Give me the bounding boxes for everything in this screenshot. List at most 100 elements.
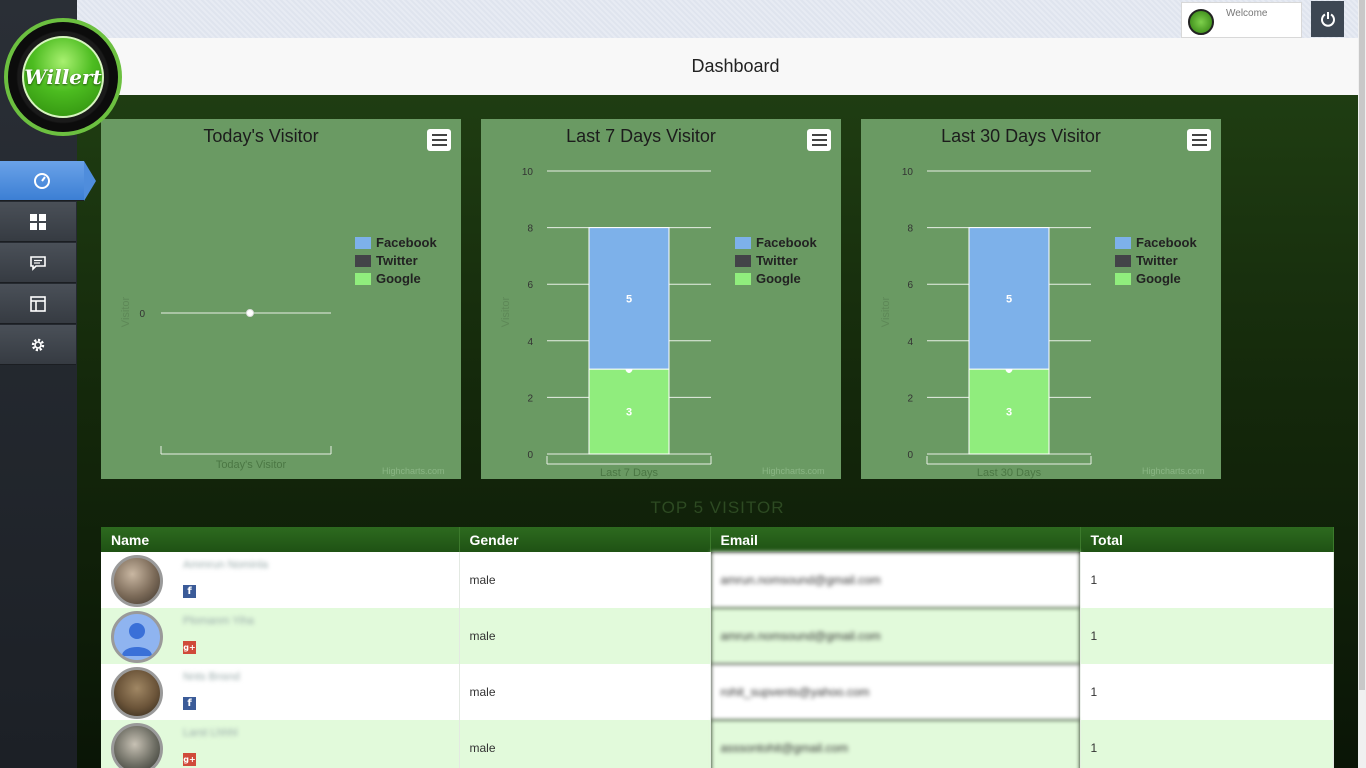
- bar-google[interactable]: [968, 368, 1050, 455]
- page-title: Dashboard: [691, 56, 780, 76]
- legend-swatch: [355, 273, 371, 285]
- y-axis-label: Visitor: [880, 296, 892, 327]
- legend-item-twitter[interactable]: Twitter: [735, 254, 817, 272]
- total-cell: 1: [1080, 720, 1334, 768]
- y-tick-label: 0: [527, 450, 533, 461]
- legend-item-facebook[interactable]: Facebook: [355, 236, 437, 254]
- grid-icon: [30, 213, 46, 230]
- col-email[interactable]: Email: [710, 527, 1081, 552]
- email-cell: amrun.nomsound@gmail.com: [710, 552, 1081, 608]
- scrollbar[interactable]: [1358, 0, 1366, 768]
- gender-cell: male: [459, 664, 711, 720]
- data-label-facebook: 5: [1006, 293, 1012, 305]
- legend-swatch: [1115, 237, 1131, 249]
- data-point[interactable]: [246, 309, 254, 317]
- google-plus-icon: g+: [183, 753, 196, 766]
- legend-item-google[interactable]: Google: [355, 272, 437, 290]
- y-tick-label: 6: [907, 280, 913, 291]
- chart-menu-button[interactable]: [427, 129, 451, 151]
- data-label-twitter: 0: [626, 364, 632, 376]
- visitor-name[interactable]: Plomanm Yiha: [183, 615, 254, 627]
- name-cell: Ammrun Nominla f: [101, 552, 460, 608]
- legend-swatch: [1115, 255, 1131, 267]
- avatar[interactable]: [111, 723, 163, 768]
- legend-item-twitter[interactable]: Twitter: [355, 254, 437, 272]
- email-cell: rohit_supvents@yahoo.com: [710, 664, 1081, 720]
- sidebar-item-widgets[interactable]: [0, 202, 76, 242]
- y-axis-label: Visitor: [120, 296, 132, 327]
- legend-swatch: [735, 255, 751, 267]
- legend-label: Facebook: [376, 235, 437, 250]
- gear-icon: [31, 338, 45, 351]
- chart-menu-button[interactable]: [807, 129, 831, 151]
- legend-label: Twitter: [1136, 253, 1178, 268]
- table-row[interactable]: Ammrun Nominla f male amrun.nomsound@gmail.…: [101, 552, 1334, 608]
- power-icon: [1320, 12, 1335, 27]
- visitor-name[interactable]: Ammrun Nominla: [183, 559, 268, 571]
- gender-cell: male: [459, 720, 711, 768]
- avatar[interactable]: [111, 611, 163, 663]
- top5-title: TOP 5 VISITOR: [650, 498, 785, 517]
- table-row[interactable]: Plomanm Yiha g+ male amrun.nomsound@gmail.c…: [101, 608, 1334, 664]
- gender-cell: male: [459, 552, 711, 608]
- legend-label: Google: [756, 271, 801, 286]
- legend-label: Twitter: [376, 253, 418, 268]
- legend-item-google[interactable]: Google: [1115, 272, 1197, 290]
- y-tick-label: 8: [907, 224, 913, 235]
- legend-item-facebook[interactable]: Facebook: [1115, 236, 1197, 254]
- user-avatar[interactable]: [1188, 9, 1214, 35]
- sidebar-item-dashboard[interactable]: [0, 161, 96, 201]
- legend-item-google[interactable]: Google: [735, 272, 817, 290]
- y-axis-label: Visitor: [500, 296, 512, 327]
- y-tick-label: 6: [527, 280, 533, 291]
- name-cell: Plomanm Yiha g+: [101, 608, 460, 664]
- col-gender[interactable]: Gender: [459, 527, 711, 552]
- chart-menu-button[interactable]: [1187, 129, 1211, 151]
- x-tick-label: Today's Visitor: [216, 459, 287, 471]
- chart-credit[interactable]: Highcharts.com: [762, 466, 825, 476]
- layout-icon: [30, 295, 46, 312]
- chart-credit[interactable]: Highcharts.com: [382, 466, 445, 476]
- visitor-name[interactable]: Nnts Bnsnd: [183, 671, 240, 683]
- scrollbar-thumb[interactable]: [1359, 0, 1365, 690]
- legend-swatch: [355, 237, 371, 249]
- chart-title-7days: Last 7 Days Visitor: [566, 126, 716, 146]
- chart-legend: Facebook Twitter Google: [735, 236, 817, 290]
- x-tick-label: Last 30 Days: [977, 467, 1042, 479]
- logo[interactable]: Willert: [4, 18, 122, 136]
- chart-credit[interactable]: Highcharts.com: [1142, 466, 1205, 476]
- sidebar-item-messages[interactable]: [0, 243, 76, 283]
- chat-icon: [30, 255, 46, 271]
- bar-google[interactable]: [588, 368, 670, 455]
- welcome-box[interactable]: Welcome: [1181, 2, 1302, 38]
- legend-swatch: [735, 237, 751, 249]
- chart-7days: Visitor 0 2 4 6 8 10 3 0 5 Last 7 Days: [500, 167, 712, 479]
- sidebar-item-settings[interactable]: [0, 325, 76, 365]
- sidebar-item-layout[interactable]: [0, 284, 76, 324]
- col-total[interactable]: Total: [1080, 527, 1334, 552]
- legend-item-twitter[interactable]: Twitter: [1115, 254, 1197, 272]
- name-cell: Larst Lhhhl g+: [101, 720, 460, 768]
- email-cell: asssontohit@gmail.com: [710, 720, 1081, 768]
- avatar[interactable]: [111, 667, 163, 719]
- y-tick-label: 2: [907, 393, 913, 404]
- table-row[interactable]: Nnts Bnsnd f male rohit_supvents@yahoo.com 1: [101, 664, 1334, 720]
- data-label-google: 3: [1006, 407, 1012, 419]
- avatar[interactable]: [111, 555, 163, 607]
- bar-facebook[interactable]: [968, 227, 1050, 370]
- logout-button[interactable]: [1311, 1, 1344, 37]
- legend-label: Facebook: [1136, 235, 1197, 250]
- legend-label: Google: [1136, 271, 1181, 286]
- bar-facebook[interactable]: [588, 227, 670, 370]
- facebook-icon: f: [183, 585, 196, 598]
- legend-item-facebook[interactable]: Facebook: [735, 236, 817, 254]
- y-tick-label: 10: [902, 167, 914, 178]
- table-row[interactable]: Larst Lhhhl g+ male asssontohit@gmail.com 1: [101, 720, 1334, 768]
- total-cell: 1: [1080, 664, 1334, 720]
- page-header: Dashboard: [77, 38, 1358, 95]
- col-name[interactable]: Name: [101, 527, 460, 552]
- legend-label: Twitter: [756, 253, 798, 268]
- total-cell: 1: [1080, 608, 1334, 664]
- visitor-name[interactable]: Larst Lhhhl: [183, 727, 238, 739]
- data-label-twitter: 0: [1006, 364, 1012, 376]
